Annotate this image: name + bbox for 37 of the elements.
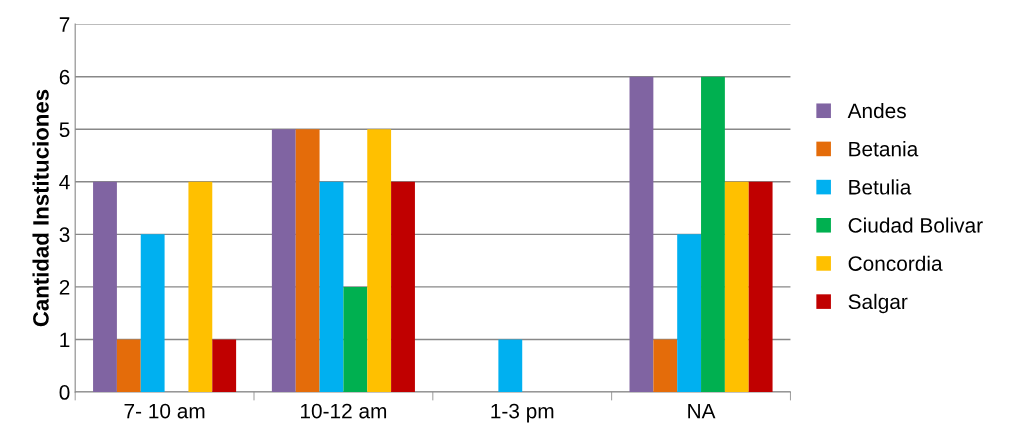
y-tick-label: 1 — [60, 332, 70, 348]
legend-label: Ciudad Bolivar — [848, 217, 983, 233]
x-tick-label: NA — [688, 403, 716, 419]
y-axis-title: Cantidad Instituciones — [32, 89, 49, 327]
bar — [140, 234, 165, 393]
bar — [677, 234, 702, 393]
bar — [116, 339, 141, 393]
legend-label: Concordia — [848, 255, 943, 271]
legend-label: Betulia — [849, 179, 912, 195]
y-tick-label: 6 — [59, 69, 70, 85]
bar — [653, 339, 678, 393]
legend-label: Andes — [847, 102, 906, 119]
x-tick-label: 1-3 pm — [491, 403, 554, 423]
bar — [93, 181, 117, 393]
y-tick-label: 2 — [59, 279, 70, 295]
bar — [319, 181, 344, 393]
legend-label: Salgar — [848, 293, 908, 314]
x-tick-label: 7- 10 am — [124, 403, 205, 419]
y-tick-label: 7 — [59, 17, 70, 32]
y-tick-label: 3 — [59, 227, 70, 243]
y-tick-label: 4 — [59, 175, 70, 190]
y-tick-label: 5 — [59, 122, 70, 138]
legend-label: Betania — [849, 141, 919, 157]
bar — [271, 129, 296, 393]
bar — [748, 181, 773, 393]
x-tick-label: 10-12 am — [300, 403, 387, 419]
y-tick-label: 0 — [59, 385, 70, 400]
bar — [343, 286, 368, 393]
bar — [367, 129, 392, 393]
bar — [212, 339, 237, 393]
bar — [188, 181, 213, 393]
bar — [724, 181, 749, 393]
bar — [701, 76, 725, 393]
bar — [629, 76, 654, 393]
bar — [391, 181, 415, 393]
bar — [295, 129, 320, 393]
bar — [498, 339, 523, 393]
